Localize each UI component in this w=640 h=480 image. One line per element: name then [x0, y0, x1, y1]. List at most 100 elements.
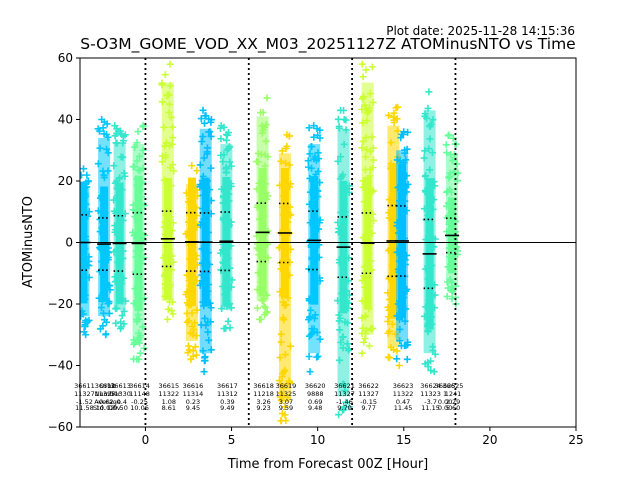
stat-label: 11.58 — [75, 404, 94, 412]
chart-title: S-O3M_GOME_VOD_XX_M03_20251127Z ATOMinus… — [80, 35, 575, 54]
series-column — [304, 122, 324, 376]
stat-label: 9.23 — [256, 404, 270, 412]
stat-label: -1.46 — [336, 398, 353, 406]
stat-label: 36625 — [443, 382, 464, 390]
x-tick-label: 5 — [228, 433, 236, 447]
series-column — [94, 116, 114, 339]
stat-label: 36617 — [217, 382, 238, 390]
stat-label: 11327 — [334, 390, 355, 398]
stat-label: 36619 — [276, 382, 297, 390]
series-points — [304, 122, 324, 376]
x-tick-label: 0 — [142, 433, 150, 447]
stat-label: 36624 — [420, 382, 441, 390]
stat-label: -0.62 — [97, 398, 114, 406]
stat-label: 0.47 — [396, 398, 410, 406]
series-points — [110, 122, 130, 333]
y-axis-label: ATOMinusNTO — [21, 196, 36, 288]
stat-label: Std. Dev. — [93, 404, 122, 412]
series-column — [420, 88, 439, 376]
stat-label: 0.00 — [438, 398, 452, 406]
y-tick-label: −20 — [48, 297, 73, 311]
stat-label: 36620 — [305, 382, 326, 390]
stat-label: 9.77 — [361, 404, 375, 412]
series-points — [94, 116, 114, 339]
stat-label: 0.23 — [186, 398, 200, 406]
y-tick-label: 40 — [58, 113, 73, 127]
series-points — [334, 106, 353, 419]
stat-label: 11312 — [217, 390, 238, 398]
stat-label: 1.08 — [162, 398, 176, 406]
stat-label: -0.15 — [360, 398, 377, 406]
stat-label: Orbit — [99, 382, 116, 390]
stat-label: 10.02 — [96, 404, 115, 412]
series-points — [442, 131, 462, 308]
stat-label: 1241 — [445, 390, 462, 398]
series-column — [253, 94, 272, 323]
stat-label: Average — [94, 398, 121, 406]
stat-label: 9.59 — [279, 404, 293, 412]
stat-label: 36614 — [129, 382, 150, 390]
stat-label: -0.4 — [114, 398, 127, 406]
stat-label: -0.25 — [131, 398, 148, 406]
stat-label: 10.06 — [130, 404, 149, 412]
series-points — [80, 165, 93, 339]
reference-lines — [80, 58, 576, 427]
axes: 0 5 10 15 20 25 −60 −40 −20 0 20 40 60 — [48, 51, 584, 447]
stat-label: 8.61 — [162, 404, 176, 412]
stat-label: 9.48 — [308, 404, 322, 412]
y-tick-label: 20 — [58, 174, 73, 188]
x-tick-label: 25 — [568, 433, 583, 447]
stat-label: 36621 — [334, 382, 355, 390]
stat-label: 36612 — [95, 382, 116, 390]
stat-label: 11327 — [95, 390, 116, 398]
stat-label: 0.69 — [308, 398, 322, 406]
series-points — [420, 88, 439, 376]
stat-label: 11325 — [276, 390, 297, 398]
stat-label: 11148 — [129, 390, 150, 398]
series-column — [80, 165, 93, 339]
series-column — [275, 131, 295, 425]
stat-label: 0.39 — [220, 398, 234, 406]
stat-label: 0.00 — [438, 404, 452, 412]
series-points — [129, 122, 149, 363]
stat-label: 9.70 — [337, 404, 351, 412]
series-column — [158, 60, 178, 323]
stat-label: 9888 — [307, 390, 324, 398]
stat-label: 11330 — [110, 390, 131, 398]
stat-label: 36622 — [358, 382, 379, 390]
series-column — [358, 60, 378, 357]
stat-label: 9.50 — [113, 404, 127, 412]
series-column — [393, 128, 412, 363]
series-column — [110, 122, 130, 333]
x-tick-label: 10 — [310, 433, 325, 447]
stat-label: 3.07 — [279, 398, 293, 406]
stat-label: 11327 — [74, 390, 95, 398]
stat-label: 11218 — [253, 390, 274, 398]
series-column — [182, 162, 202, 363]
stat-labels: 3661111327-1.5211.583661211327-0.6210.02… — [74, 382, 463, 412]
stat-label: 3.26 — [256, 398, 270, 406]
stat-label: 11.15 — [421, 404, 440, 412]
stat-label: 36615 — [158, 382, 179, 390]
series-points — [196, 106, 215, 376]
stat-label: 1 — [443, 390, 447, 398]
stat-label: 11327 — [358, 390, 379, 398]
y-tick-label: 0 — [65, 236, 73, 250]
stat-label: 11323 — [420, 390, 441, 398]
stat-label: 11322 — [158, 390, 179, 398]
stat-label: 36611 — [74, 382, 95, 390]
x-tick-label: 20 — [482, 433, 497, 447]
stat-label: 36623 — [393, 382, 414, 390]
stat-label: 2.29 — [446, 398, 460, 406]
plot-date: Plot date: 2025-11-28 14:15:36 — [386, 24, 575, 38]
stat-label: 11314 — [183, 390, 204, 398]
y-tick-label: −60 — [48, 420, 73, 434]
stat-label: 11322 — [393, 390, 414, 398]
stat-label: 5.60 — [446, 404, 460, 412]
stat-label: 9.49 — [220, 404, 234, 412]
x-tick-label: 15 — [396, 433, 411, 447]
stat-label: 36613 — [110, 382, 131, 390]
series-points — [158, 60, 178, 323]
stat-label: Number — [94, 390, 120, 398]
